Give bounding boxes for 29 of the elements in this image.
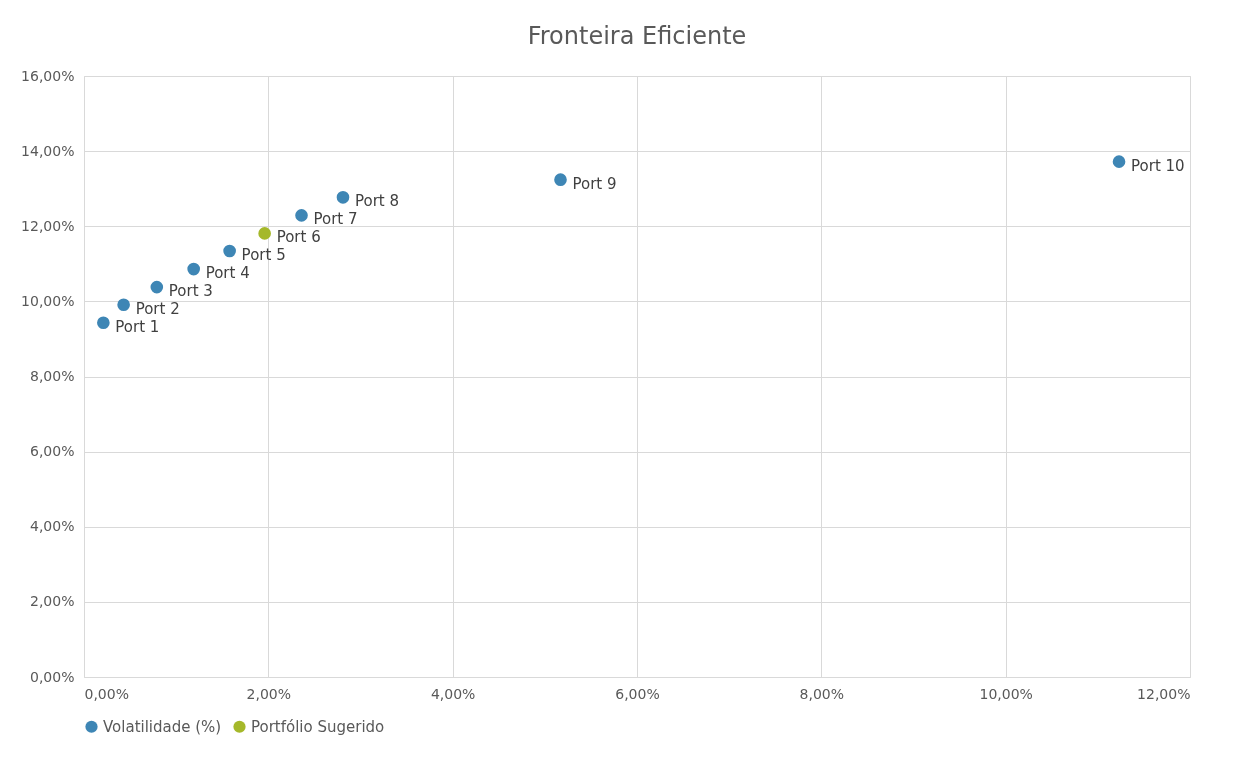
y-tick-label: 0,00% — [30, 668, 75, 685]
y-tick-label: 16,00% — [21, 67, 75, 84]
y-tick-label: 8,00% — [30, 368, 75, 384]
x-tick-label: 12,00% — [1137, 685, 1191, 702]
y-tick-label: 4,00% — [30, 518, 75, 535]
chart-title: Fronteira Eficiente — [527, 22, 747, 50]
x-tick-label: 4,00% — [430, 685, 476, 702]
x-tick-label: 10,00% — [979, 685, 1033, 702]
y-tick-label: 14,00% — [21, 142, 75, 159]
annotation: Port 5 — [241, 246, 286, 265]
annotation: Port 7 — [313, 210, 358, 229]
x-tick-label: 0,00% — [84, 685, 129, 702]
x-tick-label: 6,00% — [615, 685, 660, 702]
y-tick-label: 6,00% — [30, 443, 75, 460]
annotation: Port 6 — [276, 228, 321, 247]
legend-label: Portfólio Sugerido — [251, 717, 385, 736]
y-tick-label: 12,00% — [21, 217, 75, 234]
y-tick-label: 2,00% — [30, 593, 75, 610]
annotation: Port 3 — [168, 282, 213, 301]
annotation: Port 1 — [115, 317, 160, 336]
y-tick-label: 10,00% — [21, 292, 75, 309]
annotation: Port 10 — [1131, 156, 1185, 175]
annotation: Port 2 — [135, 299, 180, 318]
legend-label: Volatilidade (%) — [103, 717, 222, 736]
annotation: Port 9 — [572, 174, 617, 193]
annotation: Port 4 — [205, 264, 250, 283]
x-tick-label: 8,00% — [799, 685, 845, 702]
annotation: Port 8 — [354, 192, 400, 211]
x-tick-label: 2,00% — [246, 685, 292, 702]
